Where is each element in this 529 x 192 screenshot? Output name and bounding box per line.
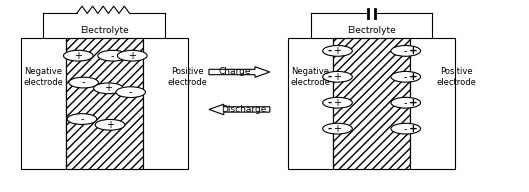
Text: -: - (327, 46, 332, 56)
Text: Electrolyte: Electrolyte (348, 26, 396, 35)
Text: -: - (327, 124, 332, 134)
Circle shape (391, 71, 421, 82)
Bar (333, 38, 410, 169)
FancyArrow shape (209, 67, 270, 77)
Circle shape (95, 119, 125, 130)
Circle shape (94, 83, 123, 94)
Circle shape (323, 97, 352, 108)
Circle shape (67, 114, 97, 124)
Text: -: - (404, 98, 407, 108)
Text: +: + (74, 51, 83, 61)
Text: +: + (409, 124, 418, 134)
Text: -: - (404, 124, 407, 134)
Text: Electrolyte: Electrolyte (80, 26, 129, 35)
Text: -: - (327, 72, 332, 82)
Text: -: - (82, 78, 85, 88)
Bar (288, 38, 333, 169)
Bar (21, 38, 66, 169)
Text: Discharge: Discharge (222, 105, 267, 114)
Text: Positive
electrode: Positive electrode (168, 67, 208, 87)
Text: -: - (111, 51, 114, 61)
Text: +: + (106, 120, 114, 130)
Text: +: + (333, 46, 342, 56)
Circle shape (323, 46, 352, 56)
Circle shape (69, 77, 98, 88)
Circle shape (323, 123, 352, 134)
Text: +: + (333, 72, 342, 82)
Text: -: - (129, 87, 132, 97)
Bar (143, 38, 188, 169)
Text: Negative
electrode: Negative electrode (290, 67, 331, 87)
Bar (410, 38, 455, 169)
Text: Charge: Charge (218, 68, 251, 76)
Circle shape (63, 50, 93, 61)
Text: +: + (409, 98, 418, 108)
Text: -: - (404, 72, 407, 82)
Text: +: + (104, 83, 113, 93)
Text: Positive
electrode: Positive electrode (436, 67, 476, 87)
Bar (66, 38, 143, 169)
Text: -: - (327, 98, 332, 108)
Text: +: + (409, 46, 418, 56)
Text: -: - (404, 46, 407, 56)
Text: +: + (409, 72, 418, 82)
Circle shape (98, 50, 127, 61)
Circle shape (116, 87, 145, 98)
Bar (333, 38, 410, 169)
Text: Negative
electrode: Negative electrode (23, 67, 63, 87)
Text: +: + (333, 98, 342, 108)
Circle shape (117, 50, 147, 61)
Text: +: + (333, 124, 342, 134)
Bar (66, 38, 143, 169)
Circle shape (391, 123, 421, 134)
Circle shape (391, 46, 421, 56)
Text: -: - (80, 114, 84, 124)
Circle shape (323, 71, 352, 82)
Text: +: + (128, 51, 136, 61)
Circle shape (391, 97, 421, 108)
FancyArrow shape (209, 104, 270, 115)
